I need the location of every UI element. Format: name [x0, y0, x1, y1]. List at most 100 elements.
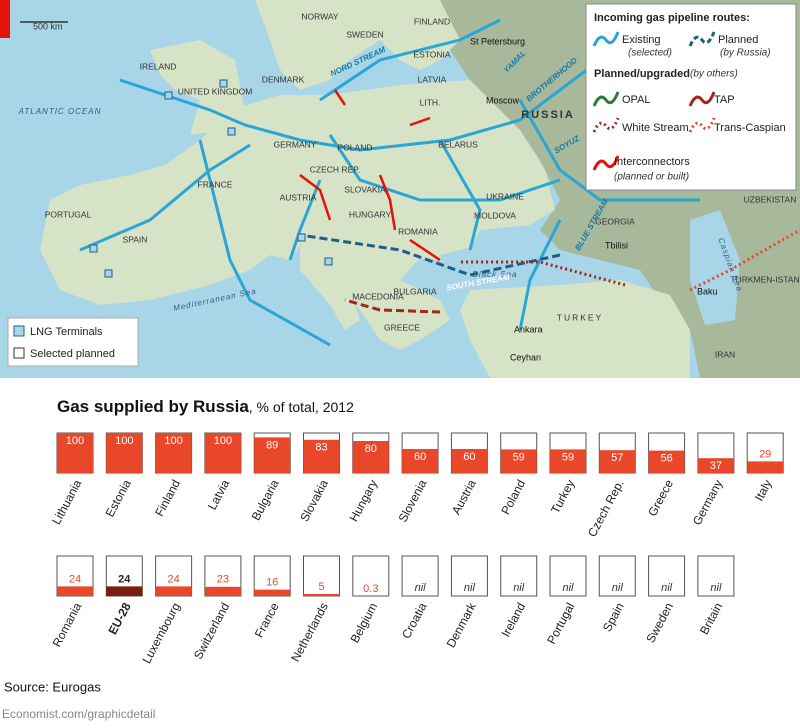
value-label: 57	[611, 452, 623, 464]
map: 500 km NORWAY SWEDEN FINLAND IRELAND UNI…	[0, 0, 800, 378]
key-swatch	[13, 347, 25, 359]
legend-label: TAP	[714, 94, 735, 106]
footer: Economist.com/graphicdetail	[2, 707, 155, 721]
country-label: MACEDONIA	[352, 291, 404, 301]
gauge-box	[697, 555, 735, 597]
x-tick-label: Finland	[152, 477, 183, 518]
country-label: IRELAND	[140, 61, 177, 71]
legend-swatch	[688, 91, 716, 107]
x-tick-label: Bulgaria	[249, 477, 282, 523]
country-label: NORWAY	[301, 11, 338, 21]
chart: Gas supplied by Russia, % of total, 2012…	[2, 397, 784, 721]
x-tick-label: Ireland	[499, 600, 529, 639]
turkey-land	[460, 280, 690, 378]
bar	[155, 586, 192, 596]
value-label: 59	[513, 451, 525, 463]
bar	[451, 449, 488, 473]
value-label: 23	[217, 574, 229, 586]
value-label: 89	[266, 439, 278, 451]
x-tick-label: Latvia	[205, 477, 233, 512]
legend-swatch	[592, 91, 620, 107]
value-label: nil	[612, 582, 624, 594]
value-label: 83	[315, 442, 327, 454]
country-label: GREECE	[384, 322, 420, 332]
bar	[550, 449, 586, 473]
value-label: nil	[513, 582, 525, 594]
legend-label: Interconnectors	[614, 156, 690, 168]
x-tick-label: France	[252, 600, 282, 640]
legend-label: Planned	[718, 34, 758, 46]
country-label: ESTONIA	[413, 49, 450, 59]
x-tick-label: Greece	[645, 477, 676, 519]
country-label: LATVIA	[418, 74, 447, 84]
country-label: PORTUGAL	[45, 209, 92, 219]
x-tick-label: Sweden	[643, 600, 676, 645]
key: LNG Terminals Selected planned	[7, 317, 139, 367]
country-label: TURKEY	[557, 312, 603, 322]
country-label: HUNGARY	[349, 209, 392, 219]
x-tick-label: EU-28	[105, 600, 133, 637]
chart-title: Gas supplied by Russia	[57, 397, 249, 416]
value-label: 60	[463, 451, 475, 463]
country-label: BULGARIA	[394, 286, 437, 296]
x-tick-label: Croatia	[399, 600, 430, 641]
country-label: BELARUS	[438, 139, 478, 149]
bar	[106, 433, 143, 473]
city-label: Ceyhan	[510, 352, 541, 362]
scale-label: 500 km	[33, 21, 63, 31]
x-tick-label: Denmark	[444, 599, 480, 649]
value-label: 80	[365, 443, 377, 455]
white-stream	[460, 260, 626, 287]
bar	[106, 586, 143, 596]
value-label: 37	[710, 460, 722, 472]
south-stream	[299, 233, 561, 277]
country-label: GERMANY	[274, 139, 317, 149]
bar	[747, 461, 784, 473]
value-label: 56	[660, 453, 672, 465]
bar	[402, 449, 439, 473]
scandinavia-land	[255, 0, 460, 90]
country-label: POLAND	[338, 142, 373, 152]
x-tick-label: Estonia	[103, 477, 134, 519]
key-box	[7, 317, 139, 367]
value-label: 60	[414, 451, 426, 463]
gauge-box	[253, 555, 291, 597]
chart-subtitle: , % of total, 2012	[249, 399, 354, 415]
uk-land	[150, 40, 245, 135]
value-label: nil	[562, 582, 574, 594]
city-label: Moscow	[486, 95, 520, 105]
sea-label: ATLANTIC OCEAN	[18, 107, 102, 116]
gauge-box	[303, 555, 340, 597]
x-tick-label: Turkey	[548, 477, 577, 516]
x-tick-label: Slovenia	[396, 477, 430, 525]
map-labels: NORWAY SWEDEN FINLAND IRELAND UNITED KIN…	[45, 11, 800, 359]
legend-note: (by Russia)	[720, 48, 771, 59]
sea-label: Black Sea	[472, 270, 517, 279]
country-label: LITH.	[420, 97, 441, 107]
country-label: DENMARK	[262, 74, 305, 84]
country-label: FINLAND	[414, 16, 450, 26]
gauge-box	[500, 555, 538, 597]
country-label: TURKMEN-ISTAN	[730, 274, 799, 284]
legend-note: (selected)	[628, 48, 672, 59]
bar	[155, 433, 192, 473]
gauge-box	[352, 555, 390, 597]
key-label: LNG Terminals	[30, 326, 103, 338]
legend-swatch	[688, 31, 716, 47]
x-tick-label: Czech Rep.	[585, 477, 627, 539]
x-tick-label: Poland	[498, 477, 528, 517]
bar	[500, 449, 537, 473]
x-tick-label: Hungary	[347, 477, 381, 524]
legend-label: Trans-Caspian	[714, 122, 786, 134]
city-label: Tbilisi	[605, 240, 628, 250]
bar	[204, 433, 241, 473]
value-label: nil	[415, 582, 427, 594]
country-label: FRANCE	[198, 179, 233, 189]
value-label: nil	[464, 582, 476, 594]
country-label: CZECH REP.	[310, 164, 360, 174]
x-tick-label: Germany	[690, 477, 726, 527]
bar	[57, 586, 93, 596]
value-label: 100	[164, 435, 182, 447]
city-label: Ankara	[514, 324, 543, 334]
